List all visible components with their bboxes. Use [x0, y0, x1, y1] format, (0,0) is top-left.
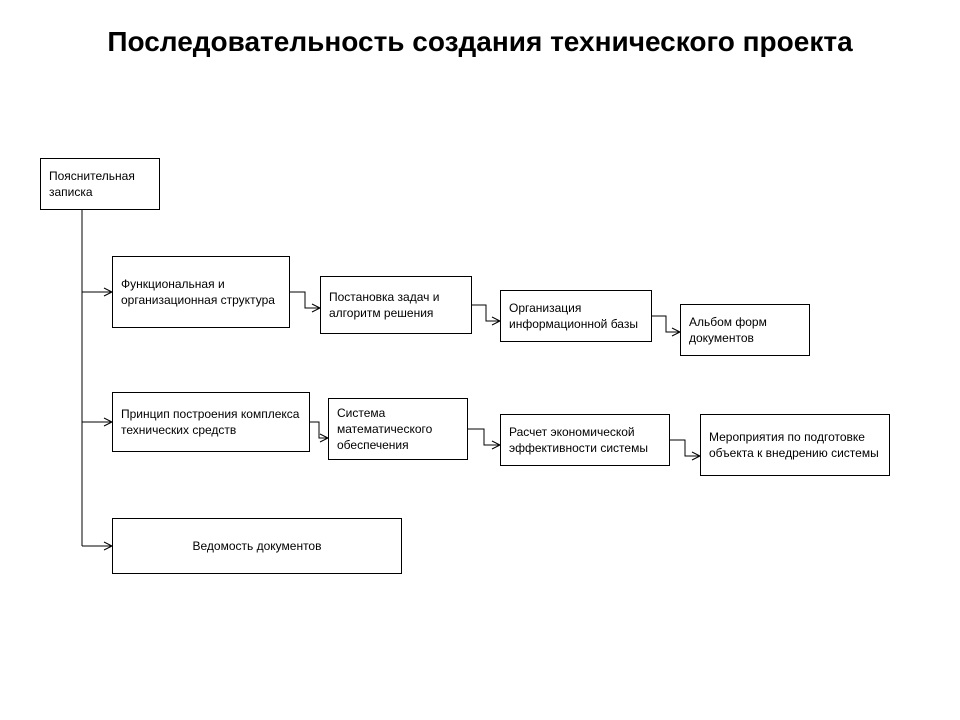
flow-node-n8: Мероприятия по подготовке объекта к внед… [700, 414, 890, 476]
flow-node-n3: Организация информационной базы [500, 290, 652, 342]
flow-node-n6: Система математического обеспечения [328, 398, 468, 460]
page-title: Последовательность создания технического… [0, 26, 960, 58]
flow-edges [0, 0, 960, 720]
flow-node-n2: Постановка задач и алгоритм решения [320, 276, 472, 334]
flow-node-n5: Принцип построения комплекса технических… [112, 392, 310, 452]
flow-node-n9: Ведомость документов [112, 518, 402, 574]
flow-node-n7: Расчет экономической эффективности систе… [500, 414, 670, 466]
flow-node-n1: Функциональная и организационная структу… [112, 256, 290, 328]
flow-node-n0: Пояснительная записка [40, 158, 160, 210]
flow-node-n4: Альбом форм документов [680, 304, 810, 356]
